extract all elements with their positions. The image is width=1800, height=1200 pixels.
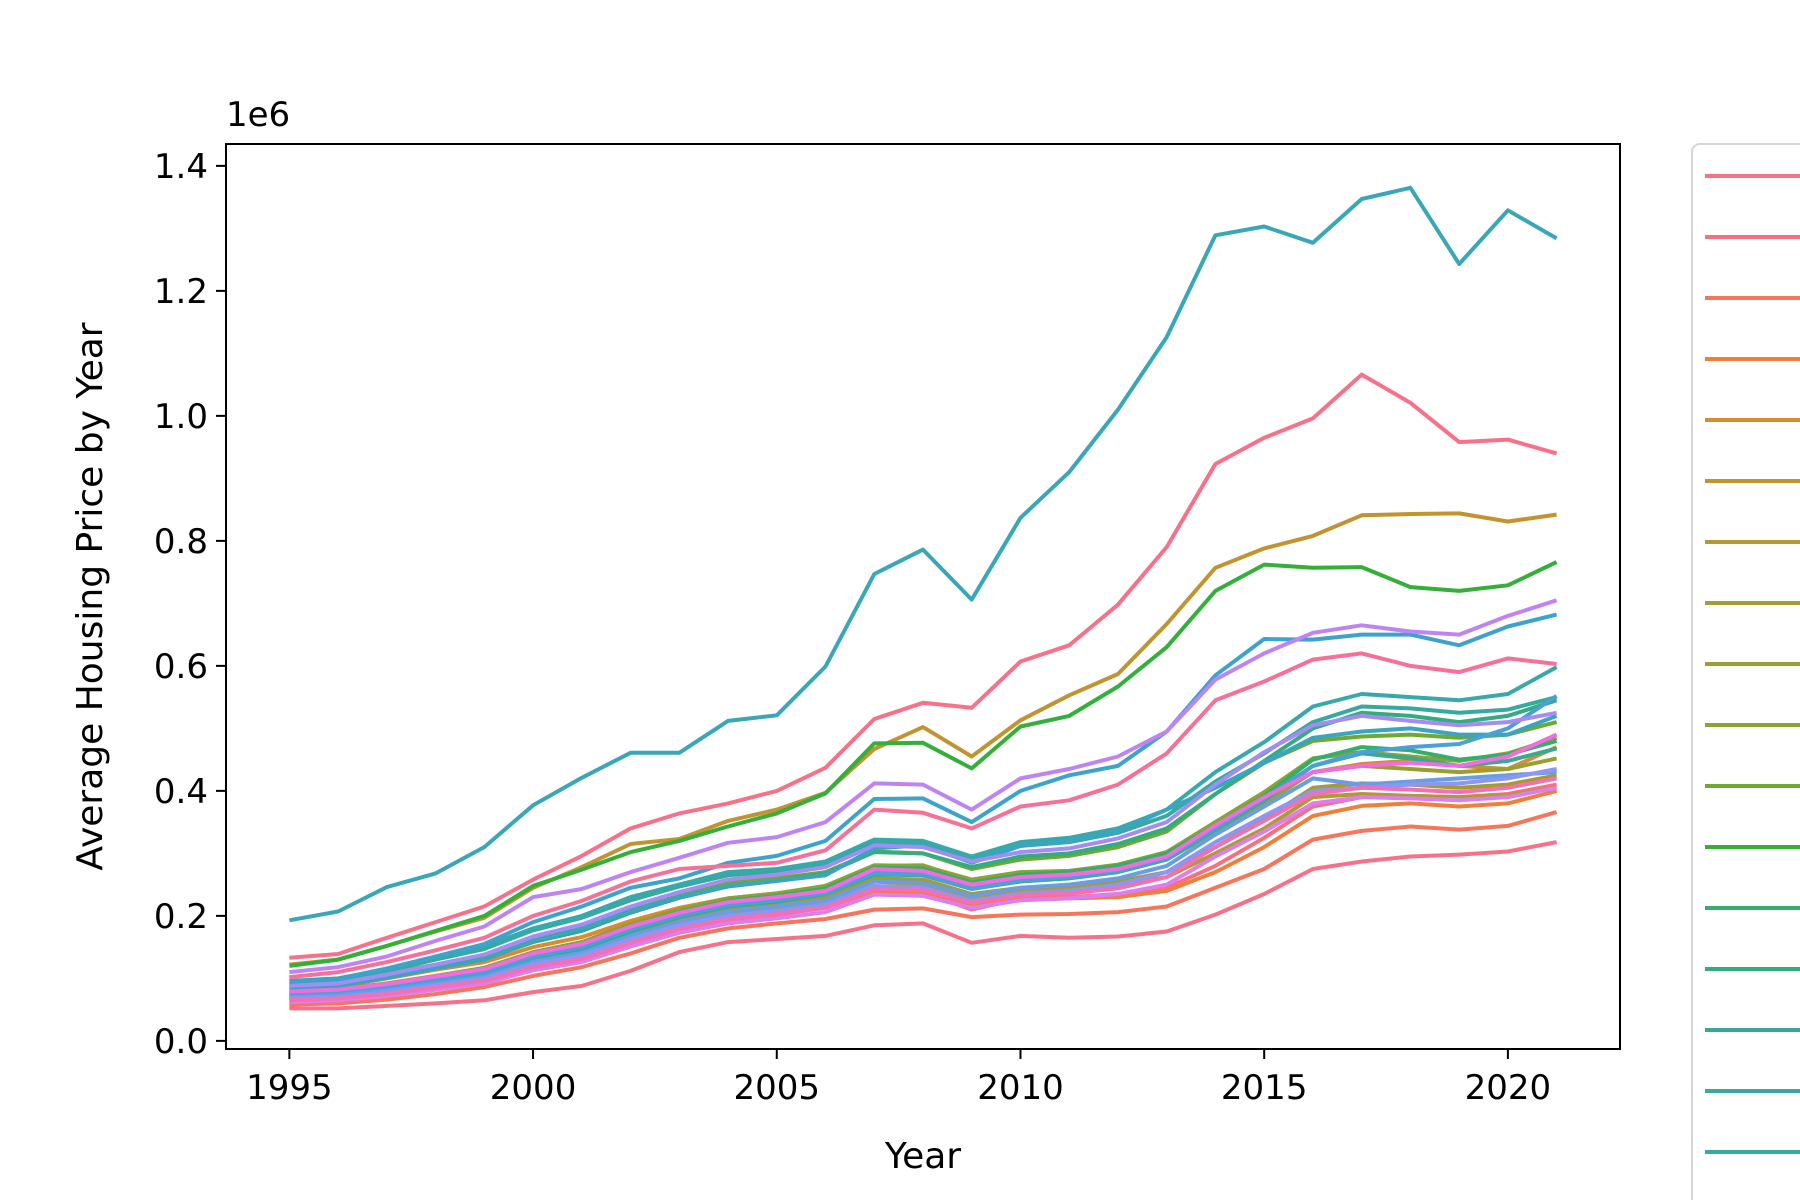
plot-area-frame (225, 143, 1621, 1050)
series-line-12 (289, 560, 1558, 968)
x-tick-label: 2015 (1221, 1068, 1308, 1108)
y-tick-label: 1.2 (154, 272, 208, 312)
y-tick-label: 0.2 (154, 897, 208, 937)
series-line-22 (289, 770, 1557, 1000)
series-line-1 (289, 372, 1558, 960)
legend (1691, 143, 1800, 1200)
series-line-26 (289, 785, 1557, 1005)
series-line-10 (289, 735, 1558, 993)
x-axis-label: Year (884, 1136, 961, 1177)
x-tick-label: 2005 (734, 1068, 821, 1108)
y-axis-offset-label: 1e6 (226, 95, 290, 135)
series-line-24 (289, 710, 1557, 988)
x-axis-ticks: 1995 2000 2005 2010 2015 2020 (246, 1049, 1551, 1108)
series-line-25 (289, 598, 1558, 975)
y-tick-label: 0.8 (154, 522, 208, 562)
series-line-28 (289, 776, 1557, 1003)
y-axis-ticks: 0.0 0.2 0.4 0.6 0.8 1.0 1.2 1.4 (154, 147, 226, 1062)
y-tick-label: 1.0 (154, 397, 208, 437)
y-tick-label: 0.4 (154, 772, 208, 812)
series-lines (289, 185, 1558, 1011)
x-tick-label: 2020 (1465, 1068, 1552, 1108)
series-line-27 (289, 732, 1558, 994)
series-line-17 (289, 665, 1558, 983)
x-tick-label: 2000 (490, 1068, 577, 1108)
y-tick-label: 0.0 (154, 1022, 208, 1062)
series-line-21 (289, 694, 1558, 996)
y-tick-label: 0.6 (154, 647, 208, 687)
x-tick-label: 1995 (246, 1068, 333, 1108)
series-line-3 (289, 810, 1558, 1007)
series-line-18 (289, 185, 1558, 923)
x-tick-label: 2010 (977, 1068, 1064, 1108)
series-line-29 (289, 651, 1557, 980)
series-line-30 (289, 840, 1557, 1011)
series-line-20 (289, 612, 1558, 984)
y-tick-label: 1.4 (154, 147, 208, 187)
y-axis-label: Average Housing Price by Year (70, 322, 111, 870)
legend-frame (1691, 143, 1800, 1200)
